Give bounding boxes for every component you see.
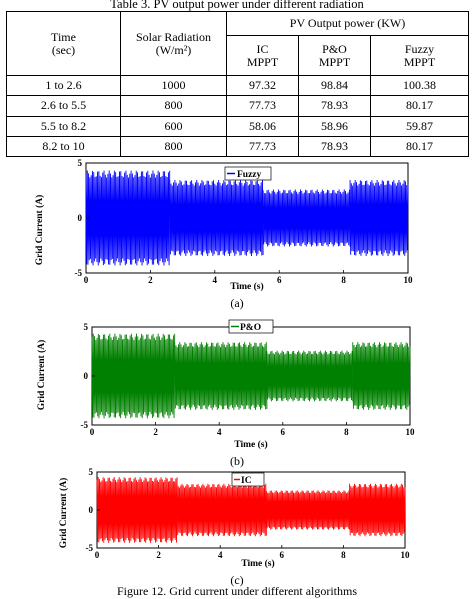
y-tick-label: -5 — [81, 420, 89, 430]
x-axis-label: Time (s) — [230, 281, 263, 292]
figure-b: Grid Current (A) 0 2 4 6 8 10 5 0 -5 P&O Time (s… — [0, 313, 474, 453]
figure-caption: Figure 12. Grid current under different … — [116, 584, 358, 598]
x-tick-label: 4 — [218, 550, 223, 560]
waveform-segment-3 — [265, 490, 351, 530]
waveform-segment-1 — [85, 170, 171, 266]
x-tick-label: 2 — [148, 275, 153, 285]
waveform — [85, 170, 409, 266]
x-tick-label: 2 — [153, 427, 158, 437]
waveform-segment-3 — [266, 350, 354, 402]
x-tick-label: 0 — [95, 550, 100, 560]
table-row: 8.2 to 10 800 77.73 78.93 80.17 — [6, 135, 469, 158]
legend-box — [231, 472, 265, 487]
header-pv-output-group: PV Output power (KW) — [226, 11, 469, 36]
waveform-segment-4 — [349, 483, 406, 537]
subfigure-label-a: (a) — [230, 296, 244, 310]
x-tick-label: 8 — [341, 550, 346, 560]
header-fuzzy: Fuzzy MPPT — [370, 35, 469, 76]
subfigure-label-c: (c) — [230, 573, 244, 587]
waveform-segment-3 — [262, 189, 351, 247]
table-row: 2.6 to 5.5 800 77.73 78.93 80.17 — [6, 95, 469, 117]
y-tick-label: -5 — [86, 543, 94, 553]
y-tick-label: 0 — [84, 371, 89, 381]
y-tick-label: 5 — [84, 322, 89, 332]
legend-box — [224, 166, 272, 181]
waveform-segment-2 — [176, 483, 267, 537]
x-tick-label: 8 — [341, 275, 346, 285]
waveform-segment-2 — [169, 179, 264, 257]
x-tick-label: 4 — [217, 427, 222, 437]
x-tick-label: 6 — [281, 427, 286, 437]
subfigure-label-b: (b) — [230, 454, 244, 468]
y-tick-label: 5 — [89, 468, 94, 477]
header-ic: IC MPPT — [226, 35, 299, 76]
y-tick-label: 0 — [89, 505, 94, 515]
table-row: 1 to 2.6 1000 97.32 98.84 100.38 — [6, 74, 469, 97]
y-axis-label: Grid Current (A) — [58, 478, 69, 549]
y-tick-label: -5 — [75, 268, 83, 278]
x-tick-label: 6 — [280, 550, 285, 560]
y-tick-label: 0 — [78, 213, 83, 223]
y-axis-label: Grid Current (A) — [34, 195, 45, 266]
legend-label: P&O — [240, 323, 261, 333]
x-tick-label: 10 — [404, 275, 414, 285]
y-tick-label: 5 — [78, 158, 83, 168]
x-tick-label: 10 — [406, 427, 416, 437]
table-row: 5.5 to 8.2 600 58.06 58.96 59.87 — [6, 115, 469, 137]
x-axis-label: Time (s) — [234, 439, 267, 450]
x-tick-label: 0 — [84, 275, 89, 285]
legend-box — [228, 319, 274, 334]
x-tick-label: 6 — [277, 275, 282, 285]
header-time: Time (sec) — [6, 11, 121, 76]
header-po: P&O MPPT — [298, 35, 371, 76]
figure-c: Grid Current (A) 0 2 4 6 8 10 5 0 -5 IC Time (s) — [0, 468, 474, 586]
waveform-segment-2 — [174, 342, 268, 410]
legend-label: IC — [241, 476, 252, 486]
x-tick-label: 10 — [401, 550, 411, 560]
x-tick-label: 8 — [344, 427, 349, 437]
y-axis-label: Grid Current (A) — [36, 340, 47, 411]
header-solar-radiation: Solar Radiation (W/m²) — [120, 11, 227, 76]
table-caption: Table 3. PV output power under different… — [110, 0, 364, 11]
x-tick-label: 4 — [213, 275, 218, 285]
figure-a: Grid Current (A) 0 2 4 6 8 10 5 0 -5 Fuzzy Time … — [0, 158, 474, 298]
x-tick-label: 2 — [156, 550, 161, 560]
x-axis-label: Time (s) — [241, 558, 274, 569]
x-tick-label: 0 — [90, 427, 95, 437]
waveform-segment-4 — [349, 179, 409, 257]
pv-output-table: Time (sec) Solar Radiation (W/m²) PV Out… — [6, 11, 469, 158]
legend-label: Fuzzy — [237, 170, 262, 180]
